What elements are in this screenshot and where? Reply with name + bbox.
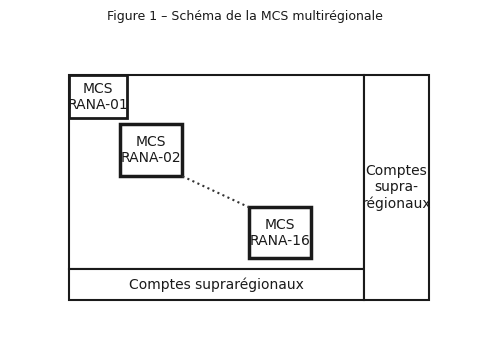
Bar <box>68 75 364 269</box>
Text: Comptes suprarégionaux: Comptes suprarégionaux <box>129 277 304 292</box>
Bar <box>120 124 182 176</box>
Text: Figure 1 – Schéma de la MCS multirégionale: Figure 1 – Schéma de la MCS multirégiona… <box>106 10 382 23</box>
Bar <box>68 75 127 118</box>
Bar <box>68 269 364 300</box>
Text: MCS
RANA-16: MCS RANA-16 <box>249 217 310 248</box>
Text: MCS
RANA-01: MCS RANA-01 <box>67 82 128 112</box>
Bar <box>364 75 428 300</box>
Bar <box>248 207 311 258</box>
Text: MCS
RANA-02: MCS RANA-02 <box>121 135 181 165</box>
Text: Comptes
supra-
régionaux: Comptes supra- régionaux <box>361 164 430 211</box>
